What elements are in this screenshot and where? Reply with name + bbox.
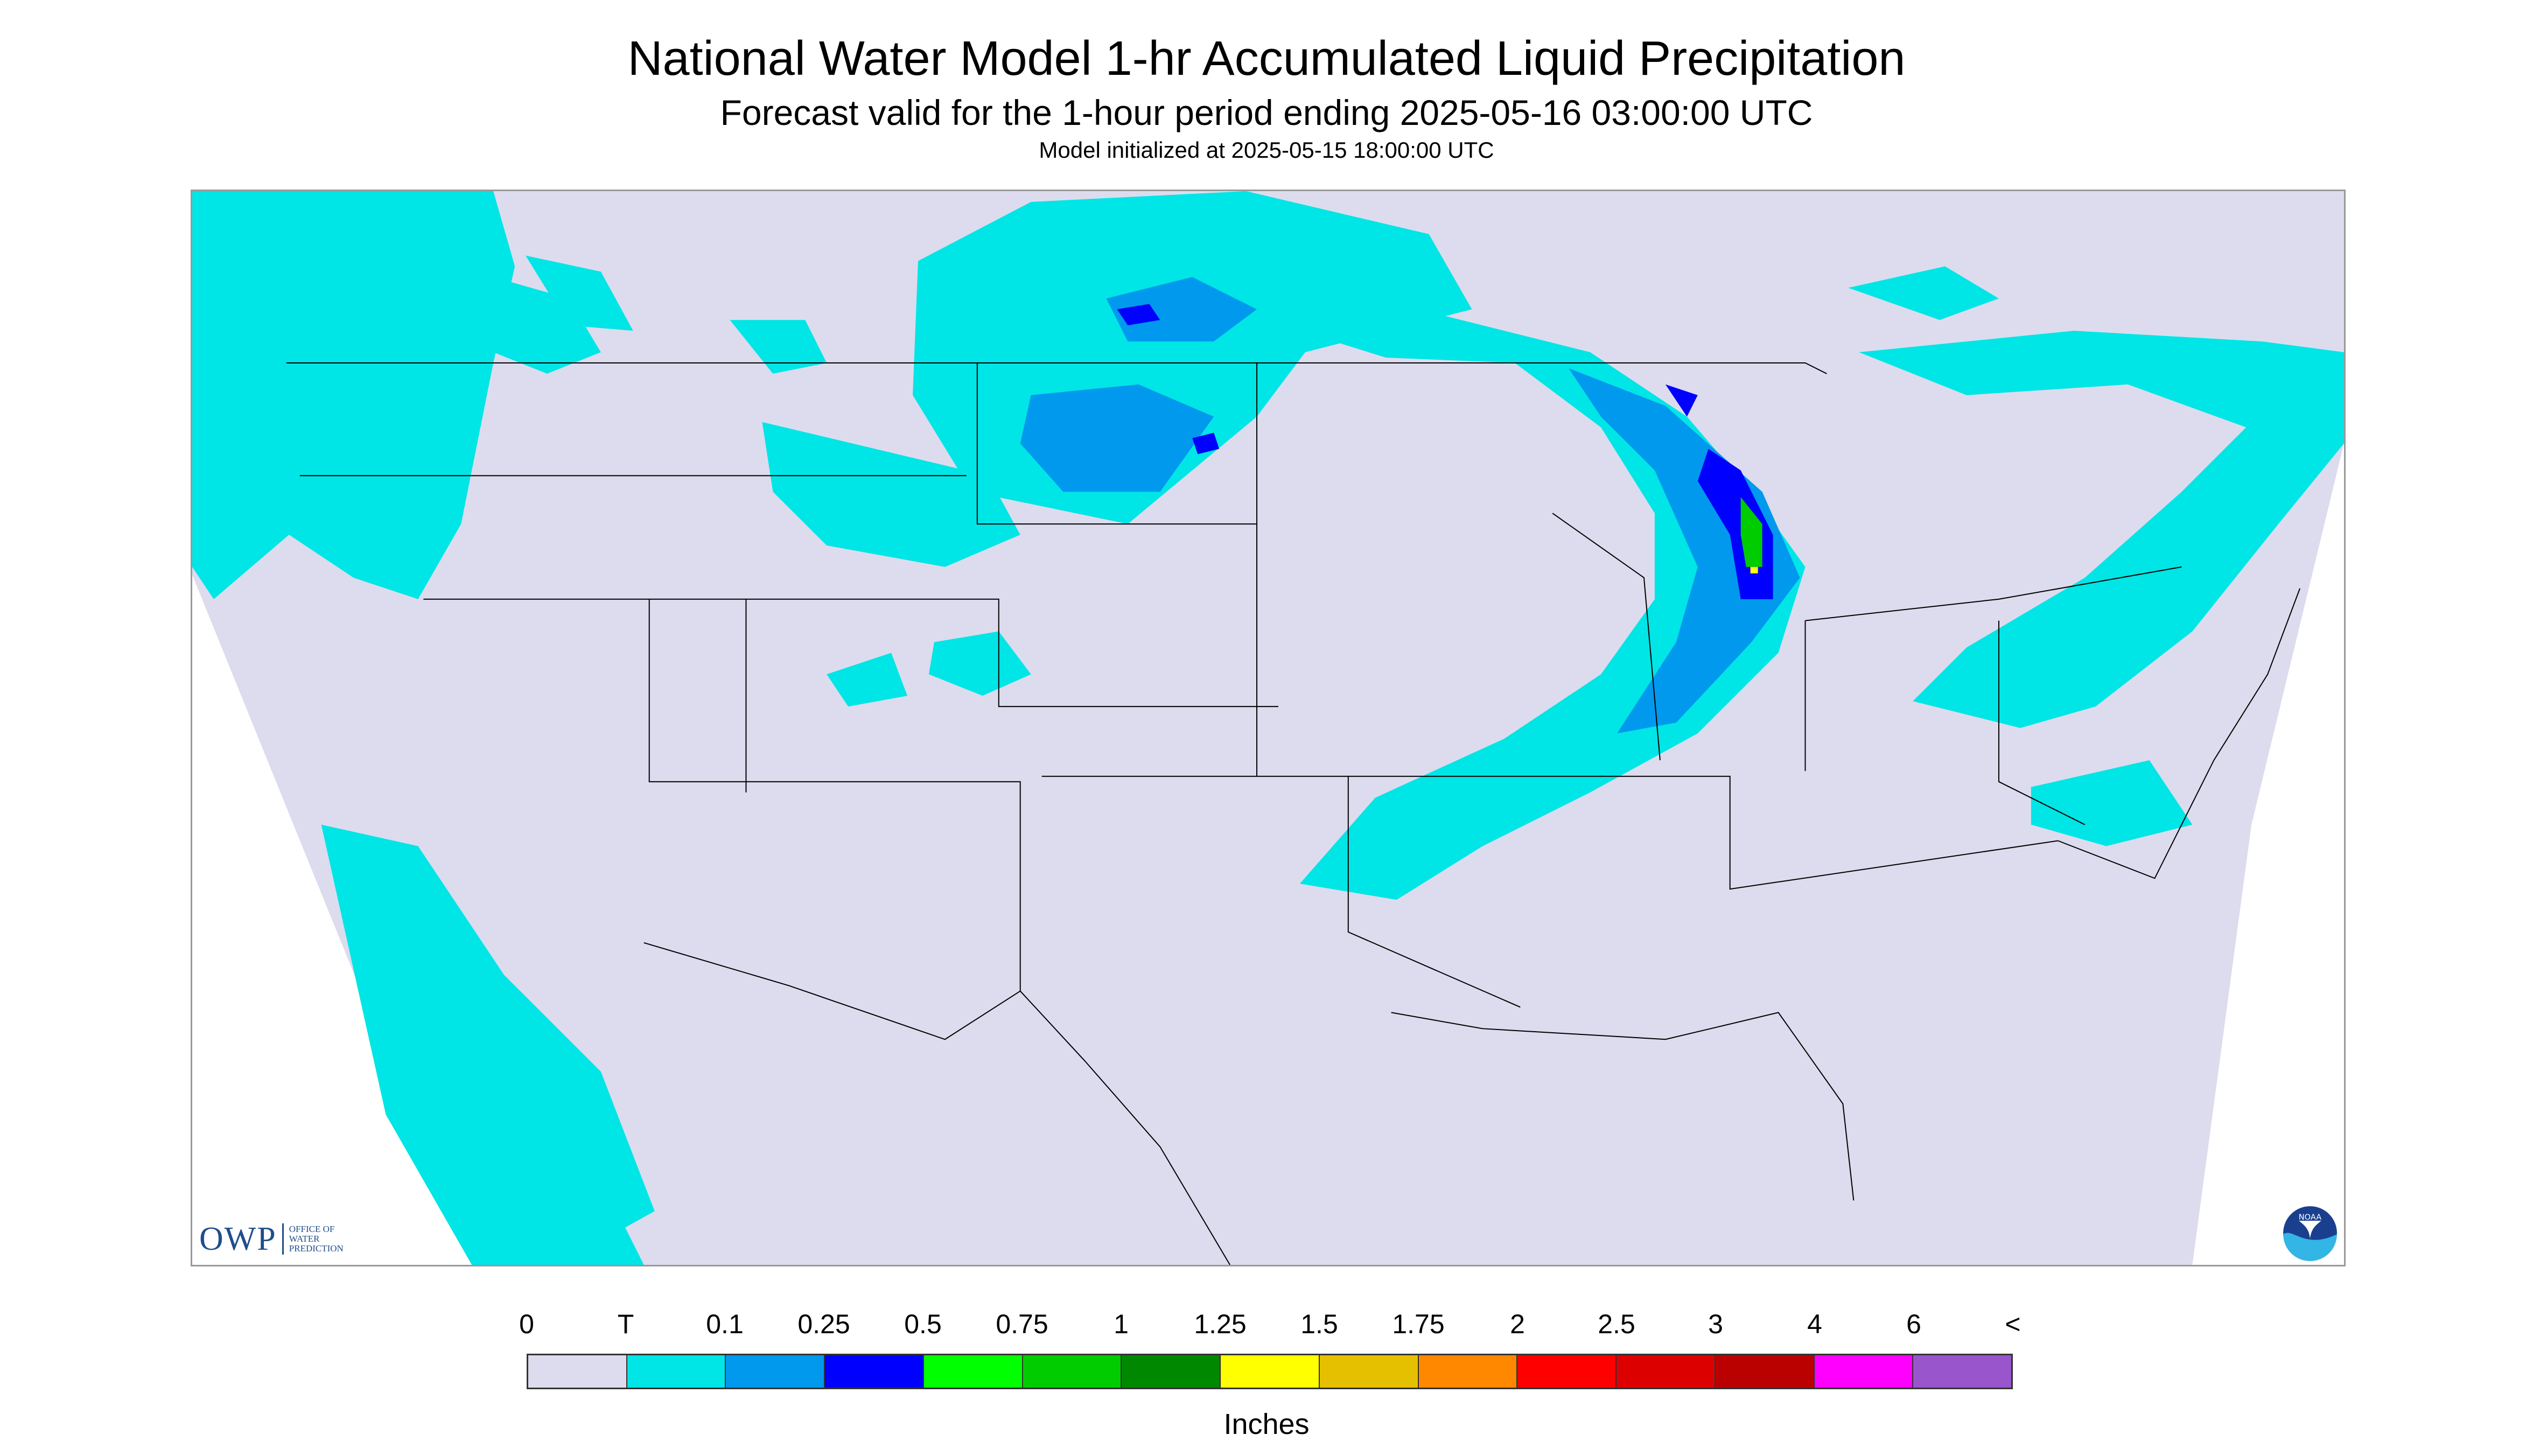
precip-southwest bbox=[321, 824, 655, 1265]
color-scale-box bbox=[627, 1355, 726, 1388]
owp-logo-mark: OWP bbox=[199, 1220, 277, 1257]
legend-tick-label: 2 bbox=[1510, 1309, 1525, 1339]
precip-plains-heavy bbox=[1117, 304, 1220, 454]
map-canvas bbox=[192, 191, 2344, 1265]
precip-northeast bbox=[1848, 266, 2344, 846]
forecast-valid-subtitle: Forecast valid for the 1-hour period end… bbox=[720, 93, 1813, 132]
precip-pacific-northwest bbox=[192, 191, 633, 599]
legend-tick-label: 0.75 bbox=[996, 1309, 1048, 1339]
map-title: National Water Model 1-hr Accumulated Li… bbox=[627, 32, 1906, 86]
legend-tick-label: 2.5 bbox=[1598, 1309, 1635, 1339]
precip-frontal-max bbox=[1750, 566, 1758, 573]
legend-tick-label: 1.75 bbox=[1392, 1309, 1445, 1339]
color-scale-box bbox=[726, 1355, 825, 1388]
legend-tick-label: 1 bbox=[1114, 1309, 1129, 1339]
owp-logo-text: OFFICE OF WATER PREDICTION bbox=[289, 1224, 344, 1254]
model-domain bbox=[192, 191, 2344, 1265]
noaa-logo-icon: NOAA bbox=[2283, 1206, 2337, 1261]
legend-tick-label: 1.25 bbox=[1194, 1309, 1247, 1339]
political-borders bbox=[286, 362, 2301, 1265]
outside-domain-right bbox=[2192, 443, 2344, 1265]
color-scale-box bbox=[1122, 1355, 1221, 1388]
color-scale-box bbox=[1715, 1355, 1815, 1388]
color-scale-box bbox=[1023, 1355, 1122, 1388]
color-scale-box bbox=[1913, 1355, 2012, 1388]
precipitation-map bbox=[191, 190, 2346, 1266]
legend-tick-label: 0.1 bbox=[706, 1309, 744, 1339]
color-scale-box bbox=[1617, 1355, 1716, 1388]
color-scale-box bbox=[923, 1355, 1023, 1388]
legend-tick-label: 0.25 bbox=[797, 1309, 850, 1339]
color-scale-box bbox=[1418, 1355, 1518, 1388]
color-scale-box bbox=[528, 1355, 627, 1388]
color-scale-box bbox=[1319, 1355, 1419, 1388]
legend-tick-label: 6 bbox=[1906, 1309, 1921, 1339]
owp-logo: OWP OFFICE OF WATER PREDICTION bbox=[199, 1220, 344, 1258]
legend-tick-label: 3 bbox=[1708, 1309, 1723, 1339]
model-init-line: Model initialized at 2025-05-15 18:00:00… bbox=[1039, 137, 1494, 163]
color-scale-box bbox=[825, 1355, 924, 1388]
legend-units: Inches bbox=[1223, 1408, 1310, 1440]
precip-frontal-moderate bbox=[1569, 368, 1800, 733]
color-scale bbox=[527, 1354, 2013, 1389]
legend-tick-label: T bbox=[617, 1309, 634, 1339]
legend-tick-label: 1.5 bbox=[1300, 1309, 1338, 1339]
legend-tick-label: 4 bbox=[1807, 1309, 1822, 1339]
legend-tick-labels: 0 T 0.1 0.25 0.5 0.75 1 1.25 1.5 1.75 2 2.5 3 4 6 < bbox=[0, 1308, 2533, 1341]
legend-tick-label: 0 bbox=[519, 1309, 534, 1339]
color-scale-box bbox=[1221, 1355, 1320, 1388]
owp-logo-divider bbox=[282, 1223, 284, 1255]
color-scale-box bbox=[1814, 1355, 1914, 1388]
legend-tick-label: 0.5 bbox=[904, 1309, 942, 1339]
precip-frontal-core bbox=[1740, 497, 1762, 567]
svg-text:NOAA: NOAA bbox=[2299, 1213, 2321, 1222]
precip-plains-moderate bbox=[1020, 277, 1257, 492]
color-scale-box bbox=[1517, 1355, 1617, 1388]
legend-tick-label: < bbox=[2005, 1309, 2021, 1339]
